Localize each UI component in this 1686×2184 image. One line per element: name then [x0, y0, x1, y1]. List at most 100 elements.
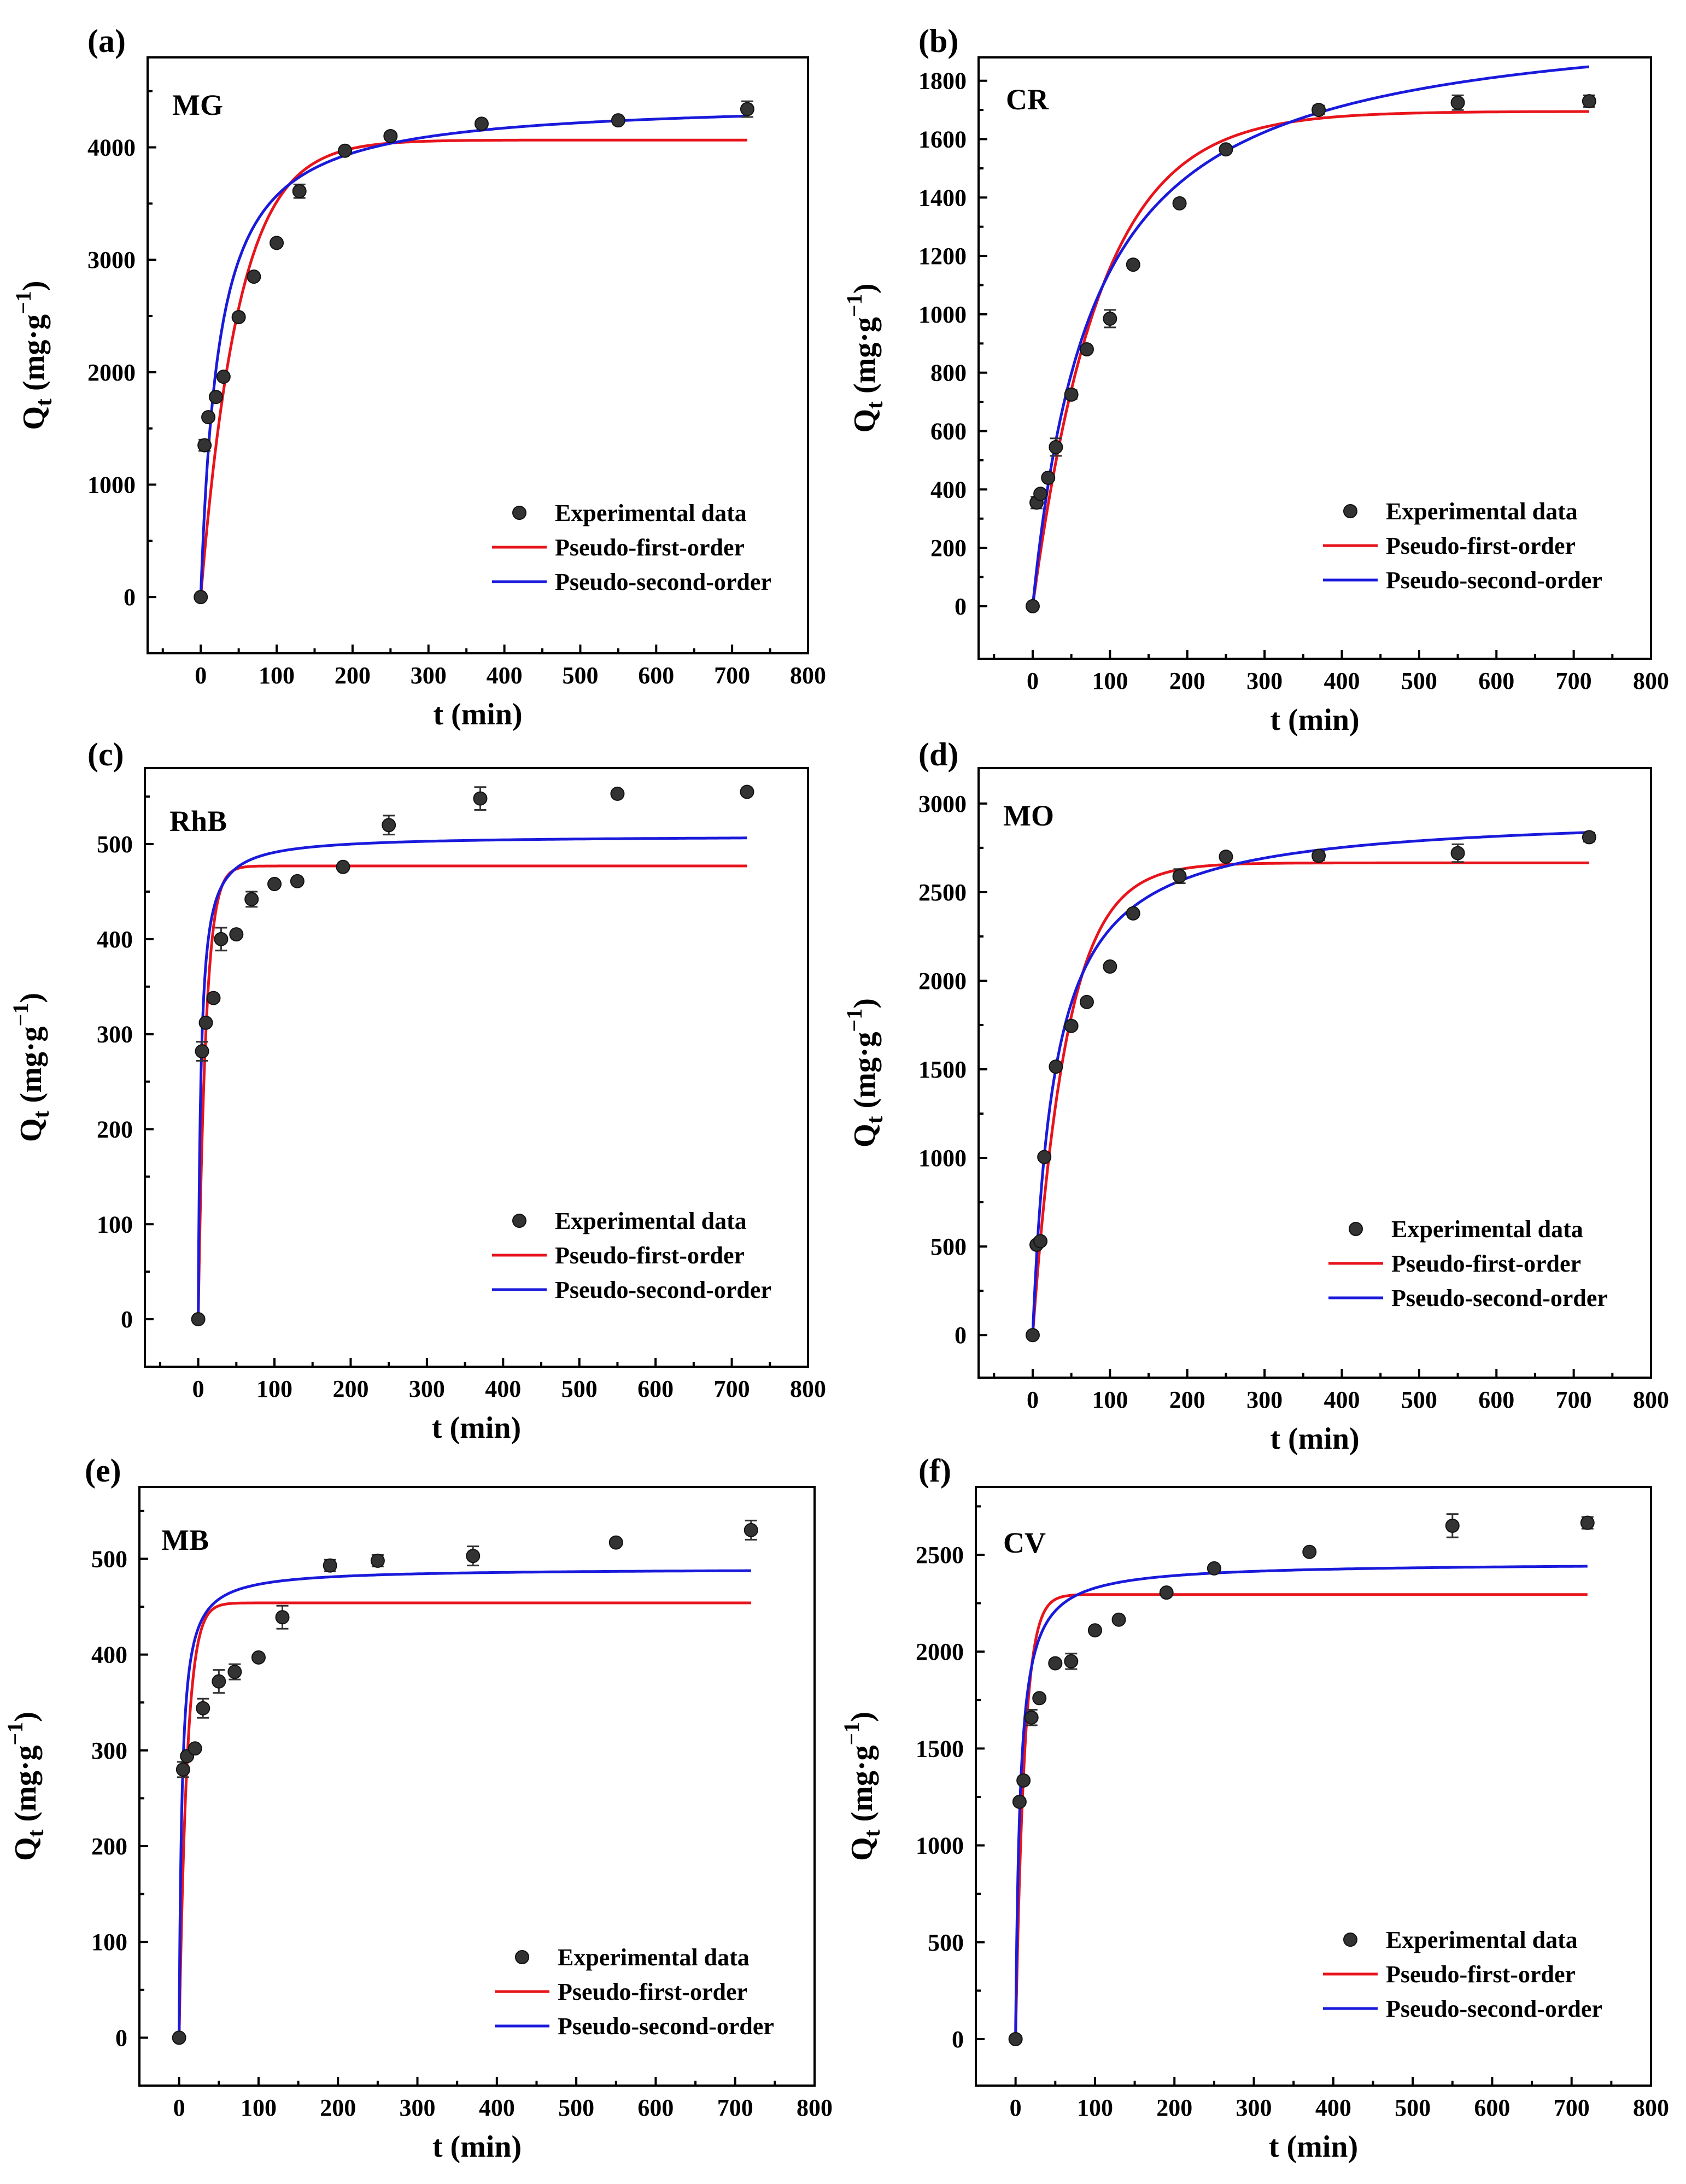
data-point — [188, 1741, 202, 1756]
data-point — [1064, 1654, 1079, 1668]
data-point — [194, 590, 208, 605]
data-point — [383, 128, 398, 143]
dye-label: CR — [1006, 83, 1049, 116]
y-tick-label: 3000 — [87, 247, 136, 273]
x-tick-label: 800 — [790, 662, 826, 689]
data-point — [1025, 599, 1040, 613]
data-point — [610, 786, 625, 801]
data-point — [1064, 1018, 1079, 1033]
x-tick-label: 400 — [479, 2094, 515, 2121]
dye-label: MB — [161, 1524, 209, 1556]
x-tick-label: 0 — [1027, 1386, 1039, 1413]
data-point — [175, 1762, 190, 1777]
y-tick-label: 300 — [97, 1021, 133, 1048]
plot-frame — [977, 56, 1652, 660]
panel-letter: (b) — [918, 23, 958, 59]
data-point — [290, 874, 305, 888]
data-point — [1450, 95, 1465, 110]
y-tick-label: 2500 — [918, 879, 967, 906]
dye-label: MO — [1003, 799, 1054, 832]
x-tick-label: 400 — [1315, 2094, 1351, 2121]
y-tick-label: 4000 — [87, 134, 136, 161]
legend-pfo: Pseudo-first-order — [1386, 1961, 1576, 1988]
data-point — [1079, 994, 1094, 1009]
data-point — [474, 116, 489, 131]
data-point — [1207, 1561, 1221, 1576]
x-tick-label: 200 — [320, 2094, 356, 2121]
x-tick-label: 0 — [1027, 668, 1039, 694]
pso-fit-line — [1014, 1565, 1588, 2040]
y-axis-label: Qt (mg·g−1) — [11, 281, 57, 430]
panel-cv: 0 100 200 300 400 500 600 700 800 0 500 1000 1500 200… — [839, 1453, 1669, 2164]
data-point — [191, 1312, 206, 1327]
data-point — [1126, 906, 1140, 921]
legend-pso: Pseudo-second-order — [555, 569, 771, 595]
data-point — [466, 1549, 481, 1564]
x-tick-label: 700 — [714, 1375, 750, 1402]
data-point — [1172, 196, 1187, 210]
pso-fit-line — [199, 114, 747, 599]
y-axis-label: Qt (mg·g−1) — [839, 1712, 885, 1861]
data-point — [251, 1650, 266, 1665]
legend-marker — [1349, 1222, 1363, 1236]
x-tick-label: 400 — [1324, 1386, 1360, 1413]
x-tick-label: 400 — [485, 1375, 521, 1402]
x-tick-label: 300 — [1246, 1386, 1283, 1413]
data-point — [740, 102, 754, 116]
data-point — [1159, 1585, 1174, 1600]
y-tick-label: 400 — [97, 926, 133, 953]
y-tick-label: 2000 — [918, 968, 967, 994]
panel-letter: (c) — [87, 736, 124, 772]
legend: Experimental data Pseudo-first-order Pseud… — [492, 1208, 771, 1303]
x-tick-label: 600 — [1478, 668, 1514, 694]
data-point — [206, 991, 221, 1005]
legend-experimental: Experimental data — [555, 1208, 747, 1234]
data-point — [1219, 850, 1233, 864]
x-tick-label: 700 — [1556, 1386, 1592, 1413]
legend-marker — [1343, 1933, 1357, 1947]
pso-fit-line — [178, 1569, 751, 2039]
y-tick-label: 1000 — [916, 1832, 964, 1859]
y-tick-label: 500 — [928, 1929, 964, 1956]
y-tick-label: 1600 — [918, 126, 967, 153]
x-tick-label: 200 — [332, 1375, 368, 1402]
plot-frame — [975, 1486, 1652, 2087]
y-tick-label: 2000 — [916, 1638, 964, 1665]
legend-experimental: Experimental data — [1391, 1216, 1583, 1243]
y-tick-label: 2000 — [87, 359, 136, 386]
x-axis-label: t (min) — [1269, 2130, 1358, 2164]
data-point — [1582, 830, 1596, 845]
x-tick-label: 100 — [256, 1375, 292, 1402]
data-point — [1302, 1544, 1317, 1559]
data-point — [1008, 2031, 1023, 2046]
y-tick-label: 3000 — [918, 791, 967, 817]
data-point — [1103, 311, 1117, 326]
x-tick-label: 700 — [717, 2094, 753, 2121]
y-axis-label: Qt (mg·g−1) — [842, 284, 888, 433]
data-point — [744, 1523, 758, 1537]
x-tick-label: 300 — [411, 662, 447, 689]
x-axis-label: t (min) — [432, 1411, 521, 1445]
x-tick-label: 500 — [1401, 668, 1437, 694]
data-point — [231, 310, 246, 325]
panel-rhb: 0 100 200 300 400 500 600 700 800 0 100 200 300 400 50… — [8, 736, 826, 1445]
legend-experimental: Experimental data — [558, 1944, 750, 1971]
legend: Experimental data Pseudo-first-order Pseud… — [1323, 498, 1602, 594]
x-tick-label: 300 — [409, 1375, 445, 1402]
pso-fit-line — [197, 836, 747, 1320]
data-point — [201, 410, 216, 425]
x-tick-label: 600 — [638, 662, 674, 689]
data-point — [1582, 94, 1596, 109]
data-point — [323, 1558, 337, 1573]
x-tick-label: 300 — [1236, 2094, 1272, 2121]
data-point — [196, 1701, 210, 1715]
data-point — [1445, 1518, 1460, 1533]
x-tick-label: 700 — [1556, 668, 1592, 694]
y-tick-label: 1000 — [918, 1145, 967, 1172]
x-tick-label: 0 — [195, 662, 207, 689]
data-point — [229, 927, 244, 942]
data-point — [267, 877, 282, 892]
y-axis-label: Qt (mg·g−1) — [3, 1712, 49, 1861]
legend-experimental: Experimental data — [555, 500, 747, 526]
legend-marker — [512, 1214, 526, 1228]
